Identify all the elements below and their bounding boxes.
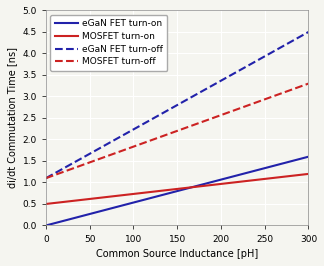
eGaN FET turn-off (259, 57, 263, 60)
X-axis label: Common Source Inductance [pH]: Common Source Inductance [pH] (96, 249, 258, 259)
eGaN FET turn-on (300, 157, 304, 160)
MOSFET turn-on (186, 186, 190, 189)
eGaN FET turn-off (307, 30, 310, 34)
MOSFET turn-on (307, 172, 310, 176)
eGaN FET turn-off (44, 177, 48, 180)
eGaN FET turn-off (186, 97, 190, 101)
MOSFET turn-off (44, 177, 48, 180)
MOSFET turn-off (186, 125, 190, 128)
MOSFET turn-on (170, 188, 174, 191)
eGaN FET turn-off (200, 90, 204, 93)
MOSFET turn-off (170, 131, 174, 134)
Line: MOSFET turn-on: MOSFET turn-on (46, 174, 308, 204)
MOSFET turn-off (200, 120, 204, 123)
Y-axis label: di/dt Commutation Time [ns]: di/dt Commutation Time [ns] (7, 47, 17, 188)
eGaN FET turn-on (200, 183, 204, 186)
eGaN FET turn-on (169, 191, 173, 194)
MOSFET turn-off (307, 82, 310, 85)
MOSFET turn-on (259, 178, 263, 181)
eGaN FET turn-on (170, 191, 174, 194)
Line: MOSFET turn-off: MOSFET turn-off (46, 84, 308, 178)
eGaN FET turn-off (169, 107, 173, 110)
MOSFET turn-on (200, 185, 204, 188)
eGaN FET turn-off (170, 106, 174, 109)
eGaN FET turn-on (186, 187, 190, 190)
Legend: eGaN FET turn-on, MOSFET turn-on, eGaN FET turn-off, MOSFET turn-off: eGaN FET turn-on, MOSFET turn-on, eGaN F… (51, 15, 168, 71)
MOSFET turn-on (44, 202, 48, 206)
MOSFET turn-on (169, 188, 173, 191)
MOSFET turn-off (300, 84, 304, 88)
MOSFET turn-off (259, 99, 263, 102)
eGaN FET turn-on (259, 168, 263, 171)
Line: eGaN FET turn-on: eGaN FET turn-on (46, 157, 308, 226)
eGaN FET turn-off (300, 34, 304, 37)
MOSFET turn-on (300, 173, 304, 176)
eGaN FET turn-on (307, 155, 310, 158)
Line: eGaN FET turn-off: eGaN FET turn-off (46, 32, 308, 178)
eGaN FET turn-on (44, 224, 48, 227)
MOSFET turn-off (169, 132, 173, 135)
